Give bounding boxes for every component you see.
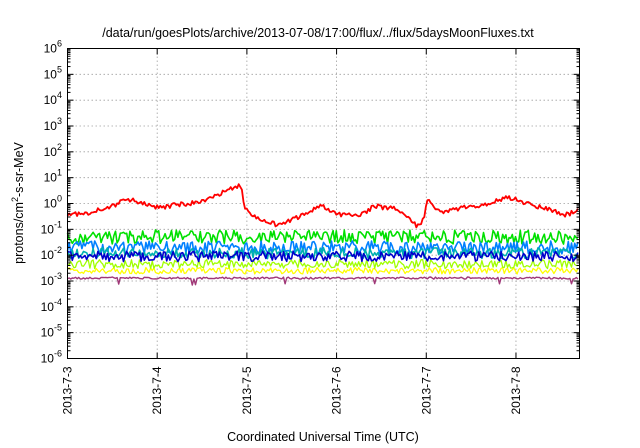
- y-tick-label: 101: [44, 168, 62, 185]
- x-tick-label: 2013-7-7: [419, 366, 433, 414]
- series-layer: [66, 183, 579, 286]
- x-axis: 2013-7-3 2013-7-4 2013-7-5 2013-7-6 2013-7-7…: [61, 48, 523, 415]
- series-line-3: [66, 240, 579, 255]
- series-line-2: [66, 229, 578, 245]
- y-tick-label: 10-1: [41, 219, 62, 236]
- y-tick-label: 10-4: [41, 297, 62, 314]
- series-line-1: [66, 183, 579, 229]
- series-line-6: [67, 258, 578, 270]
- x-tick-label: 2013-7-8: [509, 366, 523, 414]
- y-tick-label: 104: [44, 90, 62, 107]
- y-axis-label: protons/cm2-s-sr-MeV: [10, 141, 26, 263]
- x-axis-label: Coordinated Universal Time (UTC): [227, 430, 419, 444]
- series-line-7: [67, 266, 579, 275]
- y-tick-label: 106: [44, 39, 62, 56]
- y-tick-label: 105: [44, 64, 62, 81]
- y-tick-label: 100: [44, 194, 62, 211]
- y-tick-label: 10-6: [41, 349, 62, 366]
- x-tick-label: 2013-7-6: [330, 366, 344, 414]
- series-line-4: [66, 247, 578, 260]
- y-tick-label: 10-3: [41, 271, 62, 288]
- y-tick-label: 103: [44, 116, 62, 133]
- y-axis: 10-6 10-5 10-4 10-3 10-2 10-1 100 101 102 103 104 1…: [41, 39, 580, 366]
- y-tick-label: 102: [44, 142, 62, 159]
- y-tick-label: 10-5: [41, 323, 62, 340]
- x-tick-label: 2013-7-3: [61, 366, 75, 414]
- chart-title: /data/run/goesPlots/archive/2013-07-08/1…: [102, 26, 534, 40]
- y-tick-label: 10-2: [41, 245, 62, 262]
- series-line-8: [67, 276, 579, 286]
- series-line-5: [67, 250, 579, 263]
- x-tick-label: 2013-7-5: [240, 366, 254, 414]
- x-tick-label: 2013-7-4: [150, 366, 164, 414]
